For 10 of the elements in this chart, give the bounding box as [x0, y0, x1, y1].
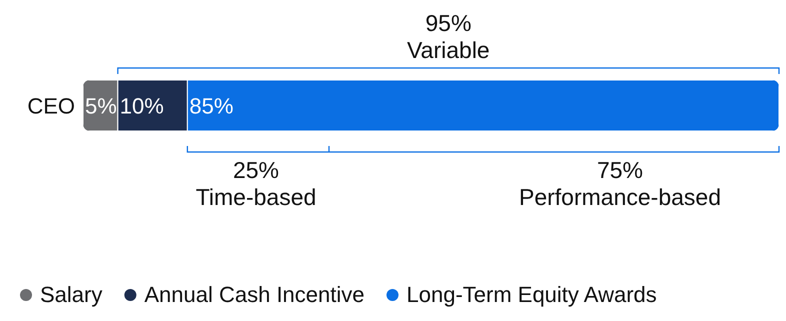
- legend-label: Long-Term Equity Awards: [406, 282, 657, 307]
- data-label: 5%: [85, 94, 117, 118]
- legend-label: Salary: [40, 282, 102, 307]
- legend-label: Annual Cash Incentive: [144, 282, 364, 307]
- annotation: 25% Time-based: [196, 157, 316, 210]
- y-tick-label: CEO: [27, 94, 75, 118]
- data-label: 85%: [189, 94, 234, 118]
- data-label: 10%: [120, 94, 164, 118]
- annotation: 75% Performance-based: [519, 157, 721, 210]
- annotation: 95% Variable: [407, 10, 490, 63]
